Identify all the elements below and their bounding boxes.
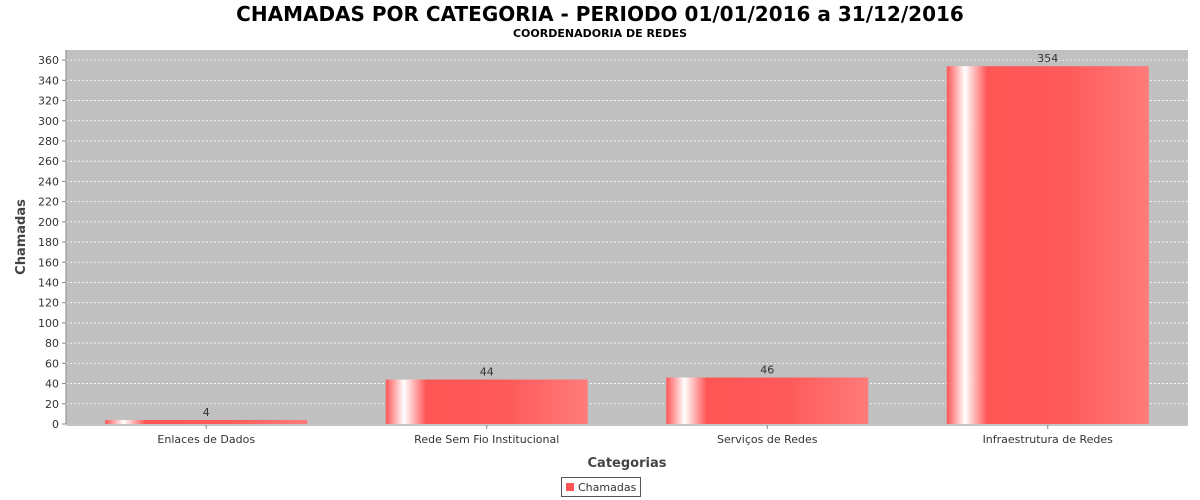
x-axis-title: Categorias [588,456,667,471]
data-label: 4 [203,406,210,419]
bar-enlaces-de-dados [105,419,308,424]
x-tick-label: Rede Sem Fio Institucional [414,433,559,446]
bar-servi-os-de-redes [666,377,869,424]
chart-subtitle: COORDENADORIA DE REDES [512,27,688,40]
legend-swatch [566,483,574,491]
y-tick-label: 320 [38,95,59,108]
y-tick-label: 300 [38,115,59,128]
y-tick-label: 340 [38,74,59,87]
bar-infraestrutura-de-redes [946,66,1149,424]
legend: Chamadas [561,477,642,497]
x-tick-label: Enlaces de Dados [157,433,255,446]
y-tick-label: 140 [38,276,59,289]
y-tick-label: 180 [38,236,59,249]
y-tick-label: 40 [45,378,59,391]
x-tick-label: Serviços de Redes [717,433,818,446]
y-tick-label: 20 [45,398,59,411]
y-tick-label: 60 [45,357,59,370]
legend-label-chamadas: Chamadas [578,480,637,494]
y-tick-label: 220 [38,196,59,209]
y-axis-title: Chamadas [14,199,29,275]
data-label: 354 [1037,52,1058,65]
y-tick-label: 260 [38,155,59,168]
y-tick-label: 240 [38,175,59,188]
y-tick-label: 80 [45,337,59,350]
x-tick-label: Infraestrutura de Redes [983,433,1114,446]
bar-rede-sem-fio-institucional [385,379,588,424]
y-tick-label: 100 [38,317,59,330]
y-tick-label: 360 [38,54,59,67]
y-tick-label: 200 [38,216,59,229]
y-tick-label: 280 [38,135,59,148]
y-tick-label: 0 [52,418,59,431]
y-tick-label: 160 [38,256,59,269]
data-label: 46 [760,364,774,377]
y-tick-label: 120 [38,297,59,310]
data-label: 44 [480,366,494,379]
chart-title: CHAMADAS POR CATEGORIA - PERIODO 01/01/2… [236,2,964,26]
